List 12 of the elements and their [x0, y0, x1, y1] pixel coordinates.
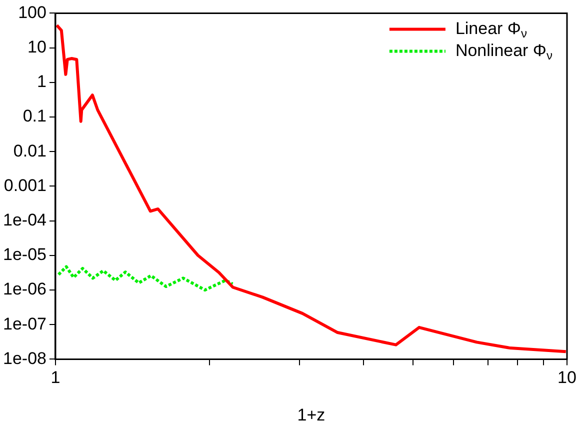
y-tick-label: 1e-04: [2, 210, 46, 230]
y-tick-label: 1e-07: [2, 314, 46, 334]
y-tick-label: 1e-06: [2, 280, 46, 299]
y-tick-label: 0.01: [13, 141, 46, 160]
y-tick-label: 0.1: [22, 106, 46, 126]
y-tick-label: 100: [18, 2, 46, 22]
y-tick-label: 0.001: [4, 176, 46, 195]
y-tick-label: 1e-08: [2, 348, 46, 368]
y-tick-label: 10: [28, 37, 46, 56]
y-tick-label: 1e-05: [2, 245, 46, 264]
y-tick-label: 1: [37, 72, 46, 92]
x-axis-title: 1+z: [297, 405, 326, 424]
